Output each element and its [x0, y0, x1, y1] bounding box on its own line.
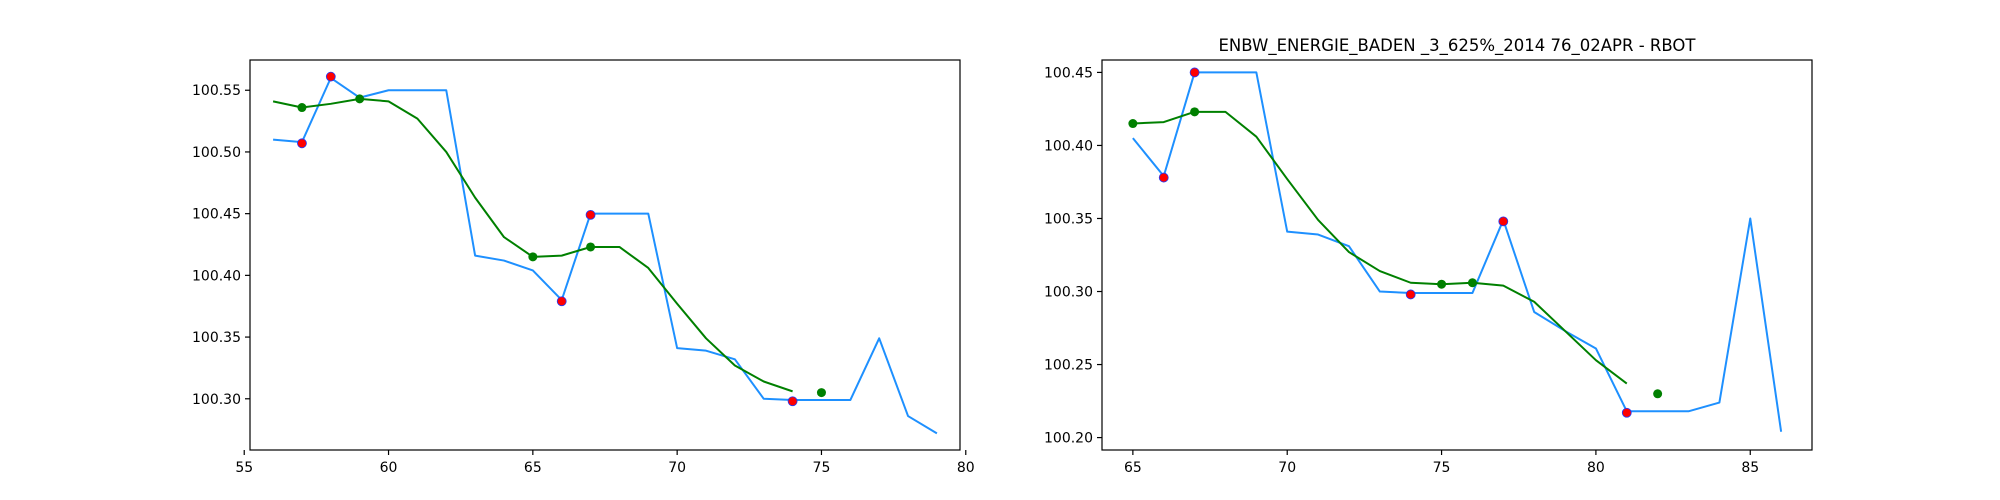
- extremum-point: [297, 138, 307, 149]
- extremum-point: [325, 71, 336, 82]
- left-chart: 55 60 65 70 75 80 100.30 100.35 100.40 100.45 100.…: [192, 59, 975, 476]
- x-tick-label: 75: [813, 460, 831, 476]
- extremum-point: [1158, 172, 1169, 183]
- chart-title: ENBW_ENERGIE_BADEN _3_625%_2014 76_02APR…: [1219, 36, 1697, 56]
- price-line: [1132, 71, 1783, 432]
- y-tick-label: 100.30: [192, 392, 241, 408]
- x-tick-label: 70: [668, 460, 686, 476]
- smoothed-point: [528, 252, 538, 262]
- y-tick-label: 100.40: [1044, 138, 1093, 154]
- y-tick-label: 100.30: [1044, 285, 1093, 301]
- smoothed-point: [816, 388, 826, 398]
- smoothed-point: [586, 242, 596, 252]
- price-line: [273, 76, 938, 435]
- x-tick-label: 55: [235, 460, 253, 476]
- smoothed-point: [1190, 107, 1200, 117]
- y-tick-label: 100.20: [1044, 431, 1093, 447]
- y-tick-label: 100.45: [192, 207, 241, 223]
- x-tick-label: 65: [524, 460, 542, 476]
- x-tick-label: 80: [1587, 460, 1605, 476]
- x-tick-label: 80: [957, 460, 975, 476]
- extremum-point: [1621, 407, 1632, 418]
- x-tick-label: 70: [1278, 460, 1296, 476]
- plot-frame: [1101, 59, 1813, 451]
- x-tick-label: 60: [380, 460, 398, 476]
- x-tick-label: 65: [1124, 460, 1142, 476]
- extremum-point: [1405, 289, 1416, 300]
- smoothed-point: [1653, 389, 1663, 399]
- y-tick-label: 100.50: [192, 145, 241, 161]
- smoothed-point: [1128, 119, 1138, 129]
- smoothed-point: [1437, 279, 1447, 289]
- extremum-point: [1498, 216, 1509, 227]
- extremum-point: [1189, 67, 1200, 78]
- extremum-point: [556, 296, 567, 307]
- smoothed-point: [1467, 278, 1477, 288]
- right-chart: ENBW_ENERGIE_BADEN _3_625%_2014 76_02APR…: [1044, 36, 1813, 476]
- extremum-point: [585, 209, 596, 220]
- y-tick-label: 100.55: [192, 83, 241, 99]
- smoothed-point: [355, 94, 365, 104]
- y-tick-label: 100.35: [192, 330, 241, 346]
- y-tick-label: 100.25: [1044, 358, 1093, 374]
- extremum-point: [787, 396, 798, 407]
- plot-frame: [249, 59, 961, 451]
- y-tick-label: 100.35: [1044, 211, 1093, 227]
- y-tick-label: 100.40: [192, 268, 241, 284]
- x-tick-label: 75: [1433, 460, 1451, 476]
- x-tick-label: 85: [1741, 460, 1759, 476]
- y-tick-label: 100.45: [1044, 65, 1093, 81]
- smoothed-point: [297, 103, 307, 113]
- smoothed-line: [1132, 110, 1628, 385]
